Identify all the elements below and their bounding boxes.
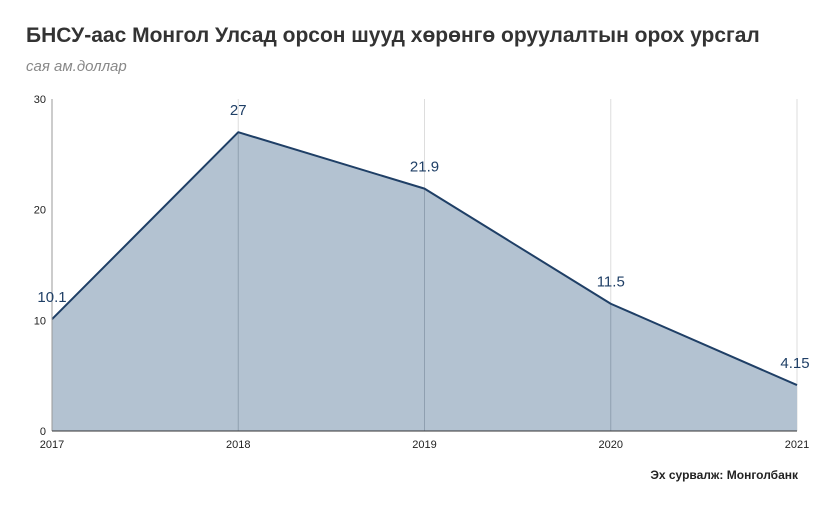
chart-subtitle: сая ам.доллар: [26, 58, 127, 75]
x-tick-label: 2017: [40, 439, 64, 451]
data-label: 11.5: [597, 274, 625, 291]
x-tick-label: 2019: [412, 439, 436, 451]
y-tick-label: 10: [34, 315, 46, 327]
x-tick-label: 2021: [785, 439, 809, 451]
y-tick-label: 20: [34, 205, 46, 217]
x-tick-label: 2020: [599, 439, 623, 451]
source-note: Эх сурвалж: Монголбанк: [650, 468, 798, 482]
data-label: 10.1: [37, 289, 66, 306]
series-line: [51, 131, 798, 386]
data-label: 27: [230, 102, 247, 119]
chart-title: БНСУ-аас Монгол Улсад орсон шууд хөрөнгө…: [26, 24, 760, 47]
x-tick-label: 2018: [226, 439, 250, 451]
data-label: 4.15: [780, 355, 809, 372]
y-tick-label: 0: [40, 426, 46, 438]
data-label: 21.9: [410, 159, 439, 176]
y-tick-label: 30: [34, 94, 46, 106]
